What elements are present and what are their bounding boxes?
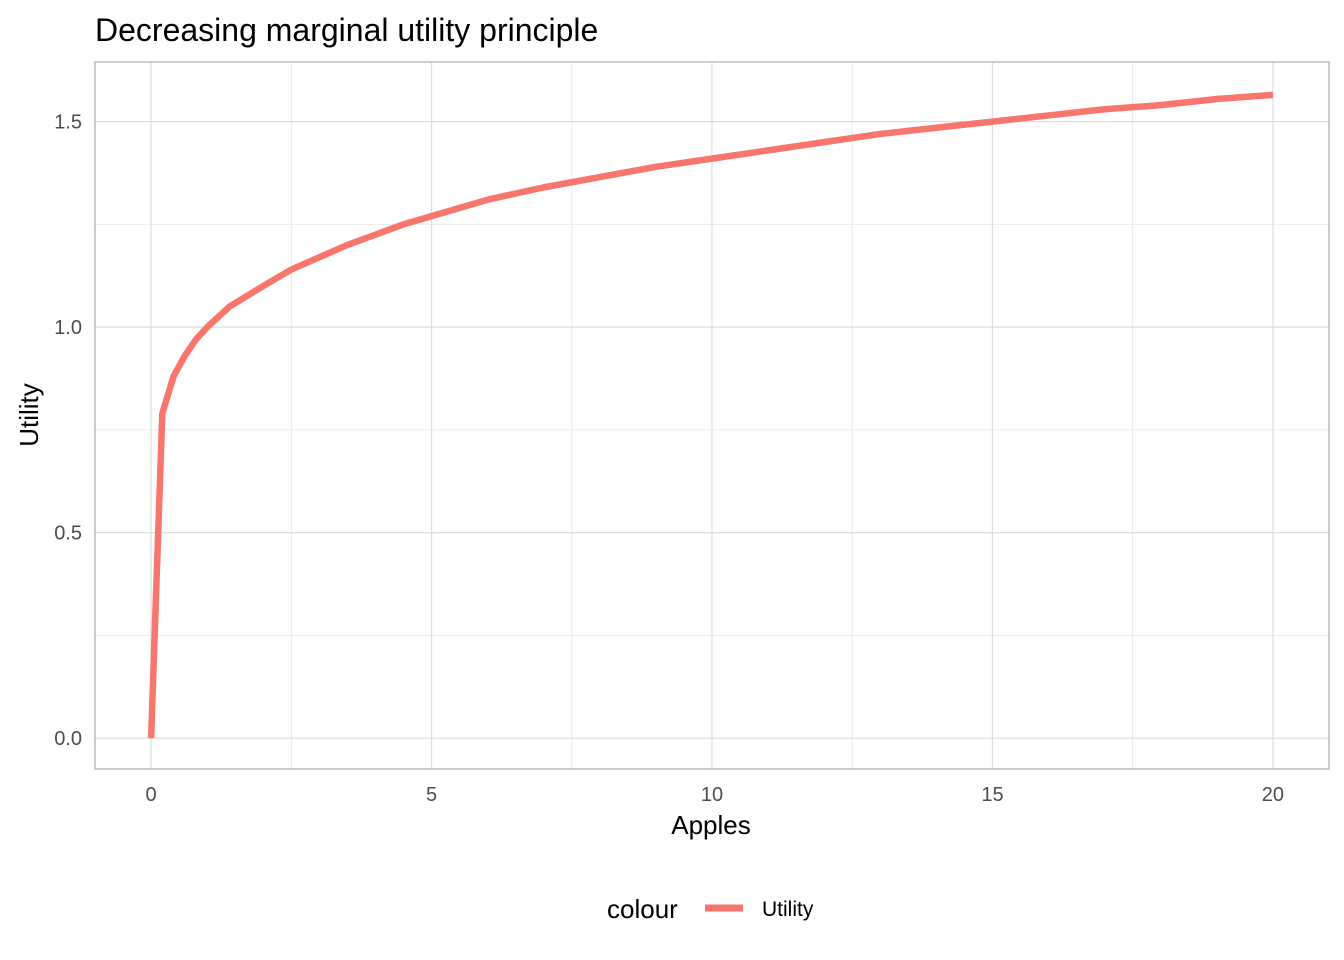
major-grid (95, 62, 1329, 769)
y-tick-label: 0.0 (54, 728, 82, 750)
series-layer (147, 91, 1274, 739)
y-axis-ticks: 0.0 0.5 1.0 1.5 (54, 112, 82, 751)
legend: colour Utility (607, 894, 814, 924)
chart-title: Decreasing marginal utility principle (95, 12, 598, 48)
x-tick-label: 20 (1262, 784, 1284, 806)
series-line-utility (147, 91, 1274, 739)
legend-label-utility: Utility (762, 898, 814, 921)
y-axis-title: Utility (14, 383, 44, 447)
x-tick-label: 15 (981, 784, 1003, 806)
y-tick-label: 0.5 (54, 523, 82, 545)
x-tick-label: 10 (701, 784, 723, 806)
x-tick-label: 5 (426, 784, 437, 806)
x-axis-title: Apples (671, 810, 751, 840)
legend-title: colour (607, 894, 678, 924)
y-tick-label: 1.5 (54, 112, 82, 134)
x-tick-label: 0 (146, 784, 157, 806)
y-tick-label: 1.0 (54, 317, 82, 339)
x-axis-ticks: 0 5 10 15 20 (146, 784, 1285, 806)
plot-panel-border (94, 61, 1330, 770)
